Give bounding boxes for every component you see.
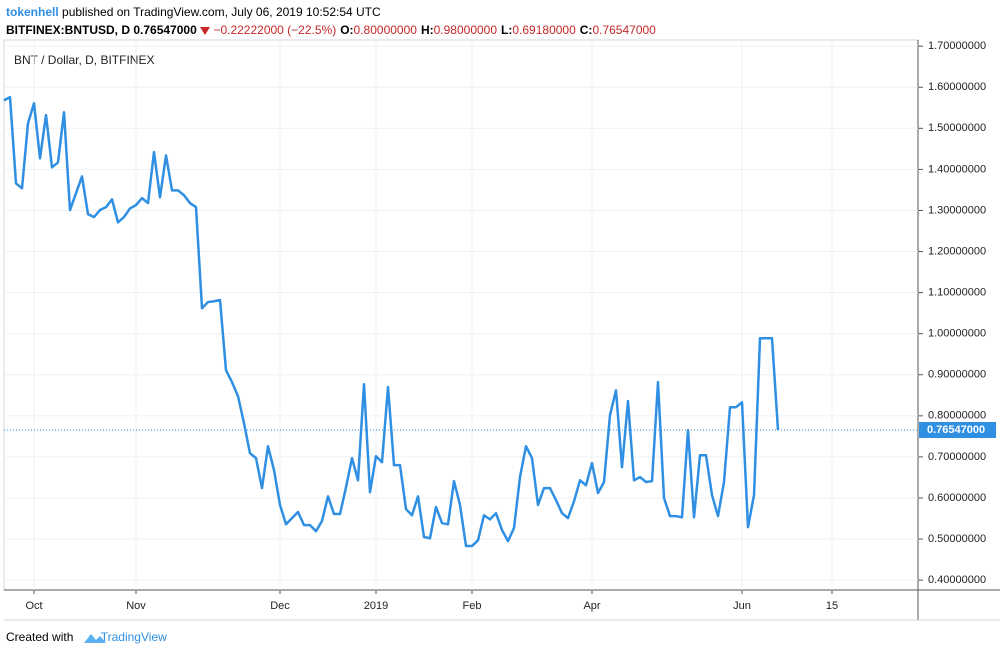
ohlc: O:0.80000000 H:0.98000000 L:0.69180000 C:0.…	[336, 23, 656, 37]
price: 0.76547000	[133, 23, 197, 37]
x-tick-label: 15	[826, 600, 838, 612]
x-tick-label: Feb	[463, 600, 482, 612]
y-tick-label: 1.70000000	[928, 40, 986, 52]
y-tick-label: 0.60000000	[928, 492, 986, 504]
ohlc-key: O:	[340, 23, 354, 37]
price-label: 0.76547000	[927, 424, 985, 436]
y-tick-label: 1.60000000	[928, 81, 986, 93]
x-tick-label: 2019	[364, 600, 388, 612]
x-tick-label: Nov	[126, 600, 146, 612]
published: published on TradingView.com, July 06, 2…	[62, 5, 381, 19]
x-tick-label: Apr	[583, 600, 600, 612]
x-tick-label: Dec	[270, 600, 290, 612]
ohlc-key: L:	[501, 23, 513, 37]
down-arrow	[200, 27, 211, 36]
ohlc-key: H:	[420, 23, 434, 37]
change: −0.22222000 (−22.5%)	[213, 23, 337, 37]
y-tick-label: 0.40000000	[928, 574, 986, 586]
y-tick-label: 0.80000000	[928, 410, 986, 422]
x-tick-label: Oct	[25, 600, 42, 612]
y-tick-label: 1.50000000	[928, 122, 986, 134]
logo	[84, 634, 106, 643]
quote-line: BITFINEX:BNTUSD, D 0.76547000 −0.2222200…	[6, 23, 656, 37]
brand: TradingView	[100, 630, 167, 644]
publish-line: tokenhell published on TradingView.com, …	[6, 5, 381, 19]
price-label-box	[919, 422, 996, 439]
y-tick-label: 1.30000000	[928, 204, 986, 216]
y-tick-label: 1.40000000	[928, 163, 986, 175]
ohlc-value: 0.69180000	[512, 23, 576, 37]
symbol: BITFINEX:BNTUSD, D	[6, 23, 130, 37]
ohlc-key: C:	[579, 23, 593, 37]
ohlc-value: 0.80000000	[353, 23, 417, 37]
author: tokenhell	[6, 5, 59, 19]
y-tick-label: 1.20000000	[928, 245, 986, 257]
price-series	[3, 95, 780, 548]
x-tick-label: Jun	[733, 600, 751, 612]
chart-title: BNT / Dollar, D, BITFINEX	[14, 53, 154, 67]
y-tick-label: 0.70000000	[928, 451, 986, 463]
y-tick-label: 0.90000000	[928, 369, 986, 381]
created-with: Created with	[6, 630, 74, 644]
ohlc-value: 0.98000000	[433, 23, 498, 37]
grid	[4, 40, 918, 590]
y-tick-label: 0.50000000	[928, 533, 986, 545]
footer: Created with TradingView	[6, 630, 167, 644]
y-tick-label: 1.00000000	[928, 328, 986, 340]
ohlc-value: 0.76547000	[592, 23, 656, 37]
y-tick-label: 1.10000000	[928, 287, 986, 299]
